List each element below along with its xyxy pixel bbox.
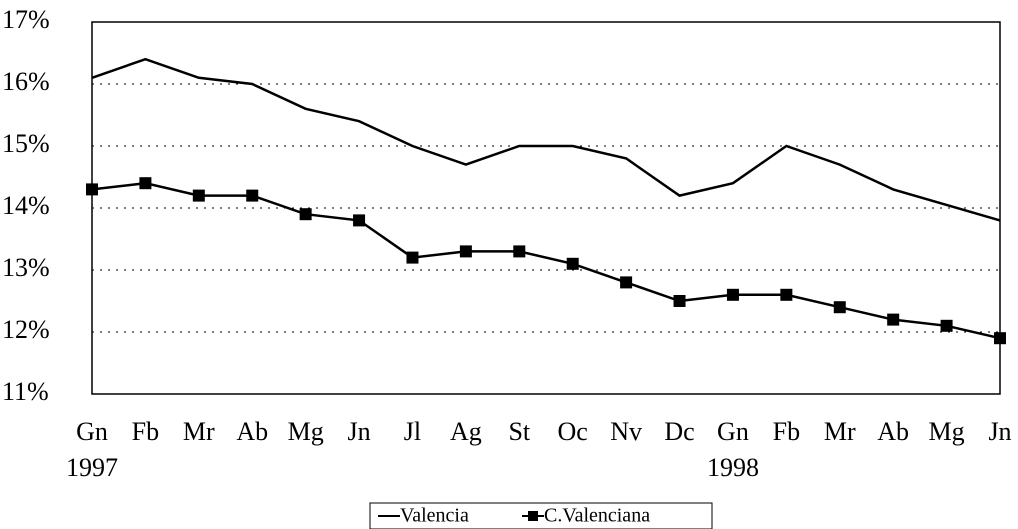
x-group-label: 1997 bbox=[66, 453, 118, 482]
x-tick-label: Mr bbox=[824, 417, 856, 446]
marker bbox=[459, 245, 472, 258]
x-tick-label: Mg bbox=[929, 417, 965, 446]
series-line bbox=[91, 57, 1001, 222]
legend-marker bbox=[528, 511, 538, 521]
x-tick-label: Nv bbox=[610, 417, 642, 446]
marker bbox=[353, 214, 366, 227]
x-tick-label: Mg bbox=[288, 417, 324, 446]
x-tick-label: Gn bbox=[717, 417, 749, 446]
marker bbox=[887, 313, 900, 326]
x-tick-label: Ag bbox=[450, 417, 482, 446]
marker bbox=[620, 276, 633, 289]
x-tick-label: St bbox=[508, 417, 530, 446]
x-tick-label: Ab bbox=[877, 417, 909, 446]
marker bbox=[192, 189, 205, 202]
marker bbox=[86, 183, 98, 196]
marker bbox=[299, 208, 312, 221]
x-tick-label: Jn bbox=[988, 417, 1011, 446]
marker bbox=[673, 295, 686, 307]
y-tick-label: 12% bbox=[2, 315, 50, 344]
marker bbox=[940, 319, 953, 332]
x-tick-label: Fb bbox=[773, 417, 800, 446]
x-tick-label: Fb bbox=[132, 417, 159, 446]
x-tick-label: Jn bbox=[347, 417, 370, 446]
legend: Valencia C.Valenciana bbox=[369, 502, 713, 529]
y-tick-label: 13% bbox=[2, 253, 50, 282]
y-tick-label: 11% bbox=[2, 377, 49, 406]
x-tick-label: Dc bbox=[664, 417, 694, 446]
marker bbox=[139, 177, 152, 190]
x-group-label: 1998 bbox=[707, 453, 759, 482]
marker bbox=[513, 245, 526, 258]
y-tick-label: 17% bbox=[2, 5, 50, 34]
x-tick-label: Gn bbox=[76, 417, 108, 446]
y-tick-label: 14% bbox=[2, 191, 50, 220]
x-tick-label: Ab bbox=[236, 417, 268, 446]
marker bbox=[833, 301, 846, 314]
marker bbox=[780, 288, 793, 301]
marker bbox=[566, 257, 579, 270]
marker bbox=[406, 251, 419, 264]
x-tick-label: Oc bbox=[558, 417, 588, 446]
x-tick-label: Mr bbox=[183, 417, 215, 446]
marker bbox=[726, 288, 739, 301]
plot-border bbox=[91, 21, 1001, 395]
y-tick-label: 16% bbox=[2, 67, 50, 96]
marker bbox=[994, 332, 1006, 345]
marker bbox=[246, 189, 259, 202]
legend-label: C.Valenciana bbox=[544, 505, 650, 527]
legend-label: Valencia bbox=[400, 505, 469, 527]
x-tick-label: Jl bbox=[404, 417, 421, 446]
y-tick-label: 15% bbox=[2, 129, 50, 158]
series-line bbox=[91, 181, 1001, 340]
